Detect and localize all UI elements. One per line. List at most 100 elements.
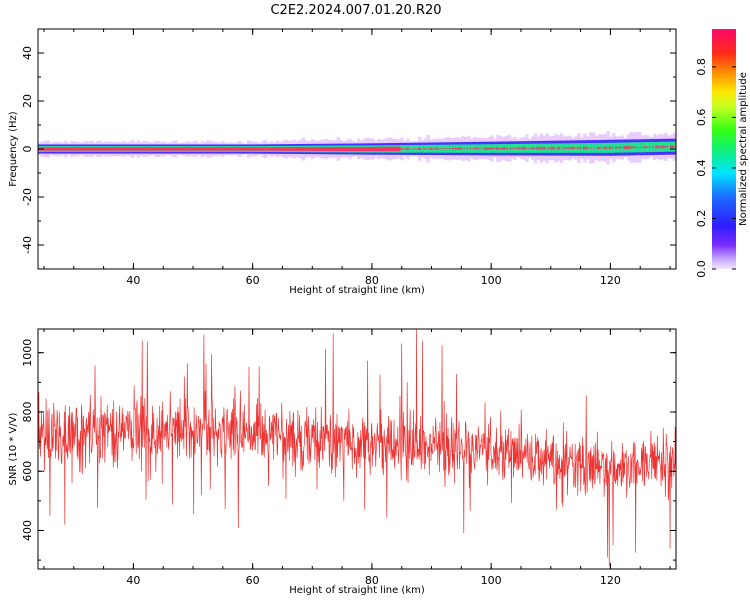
spectrum-core-cell xyxy=(299,147,303,151)
spectrum-core-cell xyxy=(661,145,665,149)
spectrum-core-cell xyxy=(435,147,439,150)
spectrogram-ytick-label: -20 xyxy=(21,188,34,206)
spectrum-core-cell xyxy=(673,146,676,148)
spectrum-core-cell xyxy=(429,147,433,151)
spectrum-core-cell xyxy=(246,147,251,151)
spectrum-core-cell xyxy=(536,146,541,150)
spectrum-core-cell xyxy=(154,147,158,151)
spectrum-core-cell xyxy=(139,147,143,151)
spectrum-core-cell xyxy=(278,147,282,151)
spectrum-core-cell xyxy=(522,146,526,150)
spectrum-core-cell xyxy=(371,146,375,152)
spectrum-core-cell xyxy=(670,145,674,149)
spectrogram-xtick-label: 40 xyxy=(126,274,140,287)
spectrum-core-cell xyxy=(72,147,77,151)
spectrum-core-cell xyxy=(168,147,172,151)
spectrum-core-cell xyxy=(507,148,512,149)
spectrum-core-cell xyxy=(238,147,242,151)
spectrum-core-cell xyxy=(545,147,549,149)
spectrogram-xtick-label: 100 xyxy=(481,274,502,287)
spectrum-core-cell xyxy=(606,147,610,149)
spectrum-core-cell xyxy=(458,147,462,150)
spectrum-core-cell xyxy=(229,147,233,151)
spectrum-core-cell xyxy=(383,146,387,152)
spectrum-core-cell xyxy=(122,147,126,151)
spectrum-core-cell xyxy=(580,147,584,149)
spectrum-core-cell xyxy=(171,147,175,151)
spectrum-core-cell xyxy=(502,147,506,150)
spectrum-core-cell xyxy=(632,146,636,149)
spectrogram-ytick-label: 20 xyxy=(21,94,34,108)
spectrum-core-cell xyxy=(612,147,616,149)
spectrum-core-cell xyxy=(275,147,280,151)
snr-xtick-label: 40 xyxy=(126,574,140,587)
spectrum-core-cell xyxy=(249,147,253,151)
spectrogram-ytick-label: 40 xyxy=(21,46,34,60)
spectrum-core-cell xyxy=(484,147,488,150)
spectrum-core-cell xyxy=(148,147,152,151)
spectrum-core-cell xyxy=(301,147,306,151)
spectrum-core-cell xyxy=(339,147,343,151)
spectrum-core-cell xyxy=(142,147,146,151)
spectrogram-xtick-label: 60 xyxy=(246,274,260,287)
spectrum-core-cell xyxy=(357,146,361,152)
spectrum-core-cell xyxy=(525,147,529,149)
spectrum-core-cell xyxy=(359,146,364,152)
spectrum-core-cell xyxy=(84,147,88,151)
spectrum-core-cell xyxy=(409,148,413,150)
spectrum-core-cell xyxy=(185,147,190,151)
spectrum-core-cell xyxy=(258,147,262,151)
snr-xtick-label: 100 xyxy=(481,574,502,587)
spectrum-core-cell xyxy=(125,147,129,151)
colorbar-tick-label: 0.6 xyxy=(695,109,708,127)
spectrogram-xtick-label: 120 xyxy=(600,274,621,287)
spectrum-core-cell xyxy=(594,147,599,149)
snr-xtick-label: 60 xyxy=(246,574,260,587)
spectrum-core-cell xyxy=(487,147,491,150)
colorbar-label: Normalized spectral amplitude xyxy=(738,72,749,226)
colorbar-gradient xyxy=(712,29,736,269)
spectrum-core-cell xyxy=(562,147,567,149)
spectrum-core-cell xyxy=(333,147,338,151)
spectrum-core-cell xyxy=(400,148,404,150)
spectrum-core-cell xyxy=(217,147,222,151)
spectrum-core-cell xyxy=(351,146,355,152)
spectrum-core-cell xyxy=(533,147,538,149)
spectrum-core-cell xyxy=(586,147,590,149)
spectrum-core-cell xyxy=(235,147,239,151)
spectrum-core-cell xyxy=(264,147,268,151)
spectrum-core-cell xyxy=(284,147,288,151)
spectrogram-ylabel: Frequency (Hz) xyxy=(8,111,19,187)
snr-series-line xyxy=(38,329,676,567)
colorbar-tick-label: 0.0 xyxy=(695,260,708,278)
spectrum-core-cell xyxy=(319,147,323,151)
spectrum-core-cell xyxy=(441,148,445,150)
spectrum-core-cell xyxy=(496,147,500,150)
spectrum-core-cell xyxy=(328,147,332,151)
spectrum-core-cell xyxy=(293,147,297,151)
spectrum-core-cell xyxy=(342,146,346,152)
spectrum-core-cell xyxy=(391,146,396,152)
spectrum-core-cell xyxy=(412,148,416,150)
spectrum-core-cell xyxy=(43,147,48,151)
spectrum-core-cell xyxy=(310,147,314,151)
snr-panel: 40 60 80 100 120 400 600 800 1000 Height of stra… xyxy=(8,328,677,596)
spectrum-core-cell xyxy=(130,147,135,151)
spectrum-core-cell xyxy=(455,147,459,150)
spectrum-core-cell xyxy=(658,146,662,148)
spectrum-core-cell xyxy=(61,147,65,151)
spectrum-core-cell xyxy=(55,147,59,151)
spectrum-core-cell xyxy=(574,147,578,149)
spectrogram-ytick-label: 0 xyxy=(21,146,34,153)
colorbar-tick-label: 0.4 xyxy=(695,159,708,177)
spectrum-core-cell xyxy=(386,146,390,152)
spectrum-core-cell xyxy=(226,147,230,151)
colorbar-tick-label: 0.2 xyxy=(695,210,708,228)
spectrum-core-cell xyxy=(626,145,630,150)
spectrum-core-cell xyxy=(110,147,114,151)
spectrum-core-cell xyxy=(365,146,369,152)
spectrum-core-cell xyxy=(664,146,668,148)
spectrum-core-cell xyxy=(145,147,149,151)
snr-ylabel: SNR (10 * V/V) xyxy=(8,412,19,485)
